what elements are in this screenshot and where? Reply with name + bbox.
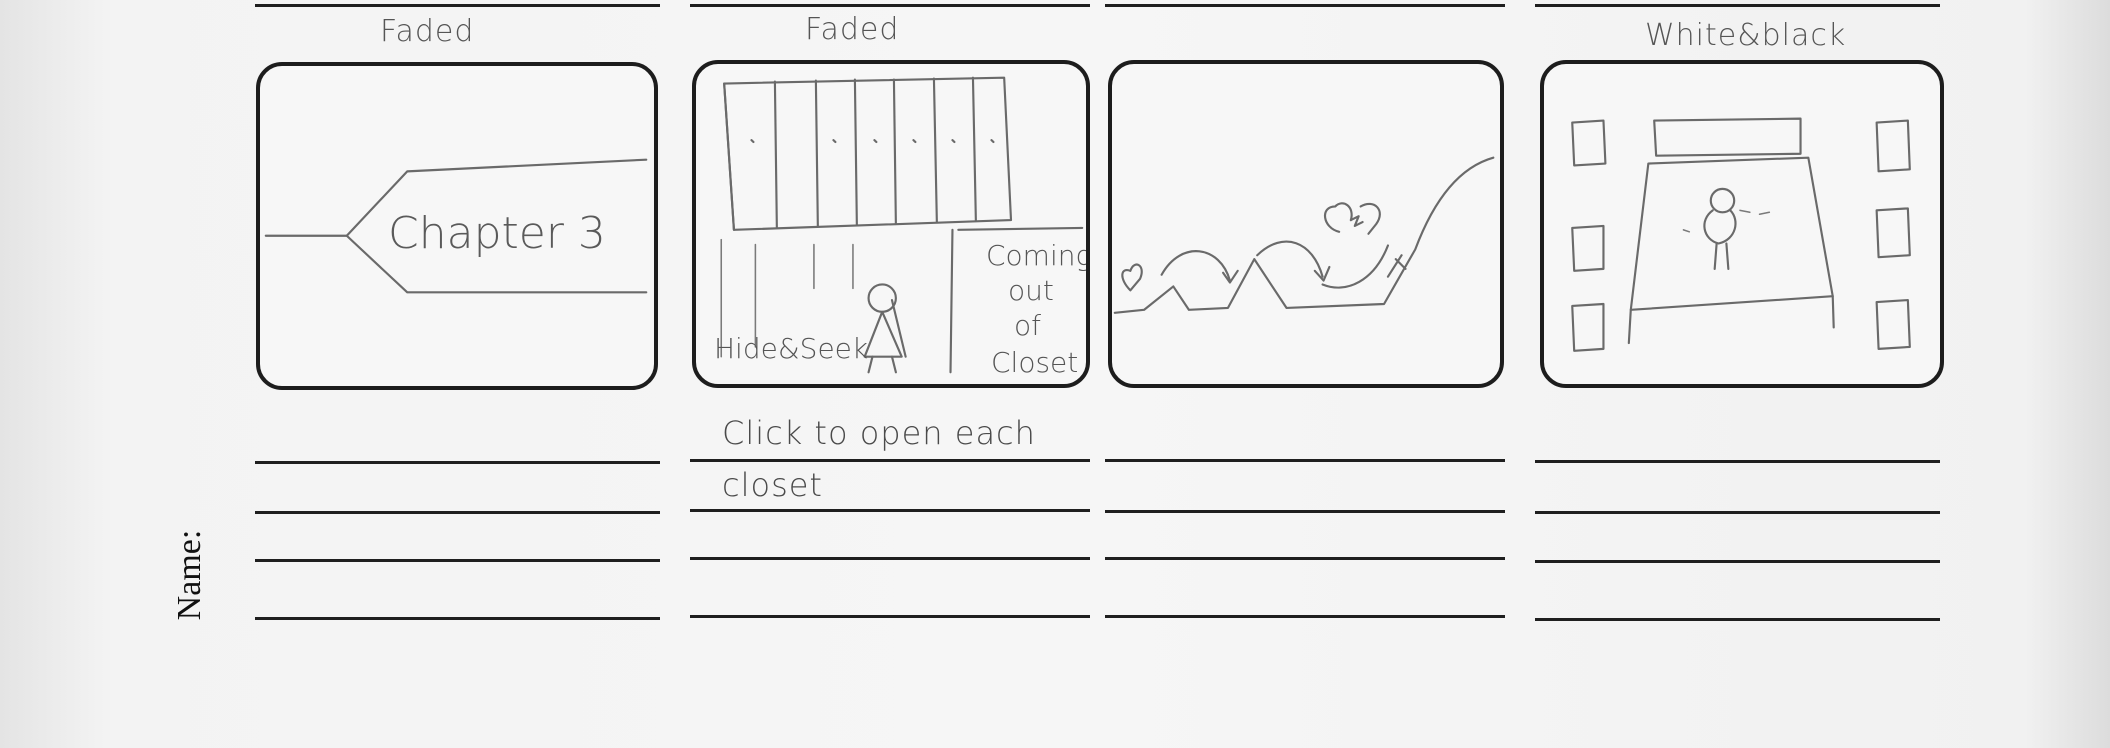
caption-line: [1105, 459, 1505, 462]
panel-2-note-line-2: closet: [722, 466, 823, 504]
caption-line: [690, 509, 1090, 512]
panel-2-top-note: Faded: [805, 12, 900, 47]
panel-4-top-note: White&black: [1645, 18, 1847, 53]
storyboard-panel-1: Chapter 3: [256, 62, 658, 390]
chapter-label: Chapter 3: [388, 208, 606, 259]
panel-3-sketch: [1113, 156, 1495, 314]
storyboard-panel-4: [1540, 60, 1944, 388]
caption-line: [1535, 560, 1940, 563]
top-rule-4: [1535, 4, 1940, 7]
out-label: out: [1008, 274, 1054, 307]
caption-line: [1105, 557, 1505, 560]
storyboard-panel-3: [1108, 60, 1504, 388]
caption-line: [255, 461, 660, 464]
top-rule-1: [255, 4, 660, 7]
caption-line: [690, 615, 1090, 618]
caption-line: [255, 511, 660, 514]
caption-line: [1105, 615, 1505, 618]
caption-line: [1535, 511, 1940, 514]
panel-2-sketch: [720, 76, 1084, 374]
of-label: of: [1014, 309, 1041, 342]
caption-line: [1535, 460, 1940, 463]
panel-1-sketch: [264, 158, 648, 294]
caption-line: [690, 459, 1090, 462]
panel-2-note-line-1: Click to open each: [722, 414, 1036, 452]
panel-1-top-note: Faded: [380, 14, 475, 49]
panel-4-sketch: [1571, 117, 1911, 352]
closet-label: Closet: [991, 346, 1079, 379]
hide-and-seek-label: Hide&Seek: [714, 332, 869, 365]
caption-line: [255, 559, 660, 562]
caption-line: [255, 617, 660, 620]
caption-line: [1105, 510, 1505, 513]
top-rule-2: [690, 4, 1090, 7]
storyboard-panel-2: Hide&Seek Coming out of Closet: [692, 60, 1090, 388]
top-rule-3: [1105, 4, 1505, 7]
coming-label: Coming: [986, 239, 1090, 272]
caption-line: [690, 557, 1090, 560]
name-label: Name:: [171, 529, 208, 621]
caption-line: [1535, 618, 1940, 621]
